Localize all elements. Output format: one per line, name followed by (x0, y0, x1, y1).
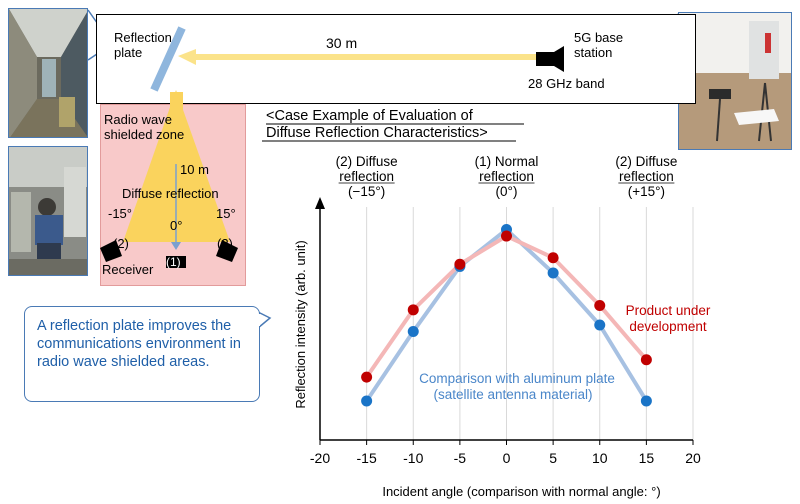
band-label: 28 GHz band (528, 76, 605, 91)
chart-header-line: (1) Normal (475, 154, 539, 169)
receiver-label: Receiver (102, 262, 154, 277)
aluminum-data-point (361, 395, 373, 407)
aluminum-data-point (547, 267, 559, 279)
chart-header-line: reflection (339, 169, 394, 184)
x-tick-label: -15 (357, 450, 377, 466)
info-callout: A reflection plate improves the communic… (24, 306, 260, 402)
receiver-right-icon (216, 240, 238, 262)
receiver-center-icon (166, 256, 186, 268)
x-tick-label: -20 (310, 450, 330, 466)
x-axis-label: Incident angle (comparison with normal a… (382, 484, 660, 499)
x-tick-label: 15 (639, 450, 655, 466)
base-station-label: 5G base station (574, 30, 624, 60)
chart-title: <Case Example of Evaluation of Diffuse Re… (266, 108, 488, 141)
product-data-point (361, 371, 373, 383)
center-arrow-head (171, 242, 181, 250)
product-data-point (594, 299, 606, 311)
chart-header-line: (+15°) (628, 184, 665, 199)
marker-left-label: (2) (113, 236, 129, 251)
base-station-photo (678, 12, 792, 150)
shield-zone-label: Radio wave shielded zone (104, 112, 185, 142)
product-legend-line: development (629, 319, 707, 334)
diffuse-reflection-label: Diffuse reflection (122, 186, 219, 201)
angle-left-label: -15° (108, 206, 132, 221)
worker-photo (8, 146, 88, 276)
base-station-antenna-icon (536, 46, 564, 72)
aluminum-data-point (640, 395, 652, 407)
x-tick-label: 5 (549, 450, 557, 466)
marker-center-label: (1) (166, 255, 181, 269)
aluminum-legend-line: Comparison with aluminum plate (419, 371, 615, 386)
chart-header-line: (2) Diffuse (336, 154, 398, 169)
product-data-point (501, 230, 512, 242)
x-tick-label: 0 (503, 450, 511, 466)
product-data-point (640, 354, 652, 366)
angle-right-label: 15° (216, 206, 236, 221)
y-axis-label: Reflection intensity (arb. unit) (293, 240, 308, 408)
aluminum-data-point (594, 319, 606, 331)
x-tick-label: -10 (403, 450, 423, 466)
reflection-plate (150, 26, 186, 92)
aluminum-legend-line: (satellite antenna material) (433, 387, 592, 402)
marker-right-label: (2) (217, 236, 233, 251)
product-legend-line: Product under (626, 303, 711, 318)
chart-header-line: (0°) (496, 184, 518, 199)
x-tick-label: 10 (592, 450, 608, 466)
callout-pointer-joint (256, 314, 260, 326)
incident-beam-arrow (178, 49, 540, 65)
aluminum-data-point (407, 326, 419, 338)
corridor-photo (8, 8, 88, 138)
chart-header-line: reflection (619, 169, 674, 184)
chart-header-line: (−15°) (348, 184, 385, 199)
x-tick-label: -5 (454, 450, 467, 466)
y-axis-arrow (315, 197, 325, 209)
angle-center-label: 0° (170, 218, 183, 233)
product-data-point (407, 304, 419, 316)
product-data-point (547, 252, 559, 264)
receiver-left-icon (100, 240, 122, 262)
chart-header-line: (2) Diffuse (615, 154, 677, 169)
x-tick-label: 20 (685, 450, 701, 466)
chart-header-line: reflection (479, 169, 534, 184)
reflection-plate-label: Reflection plate (114, 30, 172, 60)
inner-distance-label: 10 m (180, 162, 209, 177)
distance-label: 30 m (326, 35, 358, 51)
product-data-point (454, 258, 466, 270)
